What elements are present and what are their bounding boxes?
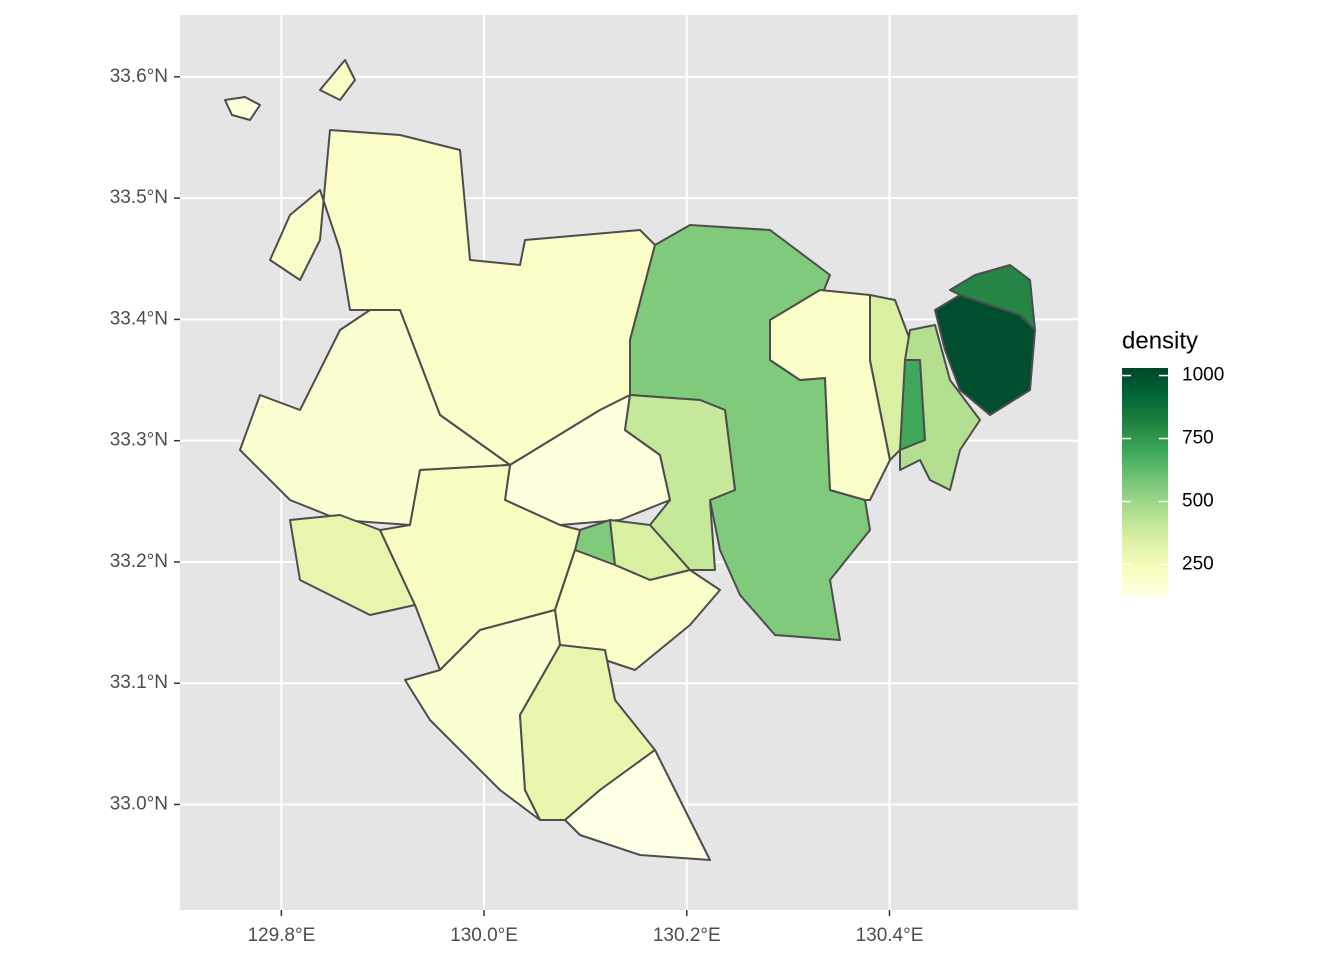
x-tick-label: 130.0°E [450,925,518,946]
region [624,394,736,571]
region [899,324,981,491]
y-tick-label: 33.1°N [110,672,168,693]
y-tick-label: 33.2°N [110,551,168,572]
legend-title: density [1122,327,1198,354]
region [949,264,1036,331]
y-tick-label: 33.6°N [110,66,168,87]
y-tick-label: 33.4°N [110,308,168,329]
legend-tick-label: 500 [1182,491,1214,512]
legend-tick-label: 750 [1182,428,1214,449]
x-tick-label: 129.8°E [247,925,315,946]
legend-tick-label: 1000 [1182,365,1224,386]
y-tick-label: 33.3°N [110,430,168,451]
region [564,749,711,861]
legend-tick-label: 250 [1182,554,1214,575]
region [319,59,356,101]
region [769,289,891,501]
colorbar [1122,368,1168,596]
region [224,96,261,121]
y-tick-label: 33.0°N [110,794,168,815]
x-tick-label: 130.4°E [856,925,924,946]
y-tick-label: 33.5°N [110,187,168,208]
x-tick-label: 130.2°E [653,925,721,946]
